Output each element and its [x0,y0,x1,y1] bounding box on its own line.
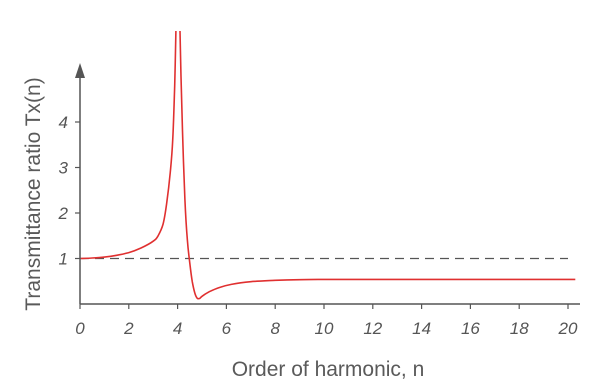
x-tick-label: 0 [75,319,85,338]
y-axis-title: Transmittance ratio Tx(n) [22,77,45,310]
curve-segment-rising [79,30,177,260]
x-tick-label: 8 [270,319,280,338]
x-tick-label: 20 [558,319,578,338]
y-tick-label: 4 [59,113,68,132]
x-tick-label: 12 [363,319,382,338]
x-tick-label: 10 [315,319,334,338]
curve-segment-falling [179,30,576,300]
x-tick-label: 14 [412,319,431,338]
x-tick-label: 4 [173,319,182,338]
x-tick-label: 16 [461,319,480,338]
y-tick-label: 2 [58,204,69,223]
x-tick-label: 2 [123,319,134,338]
y-axis-arrow-icon [75,63,85,78]
y-tick-label: 1 [59,250,68,269]
x-axis-title: Order of harmonic, n [232,358,425,381]
x-tick-label: 18 [510,319,529,338]
x-tick-label: 6 [222,319,232,338]
y-tick-label: 3 [59,159,69,178]
